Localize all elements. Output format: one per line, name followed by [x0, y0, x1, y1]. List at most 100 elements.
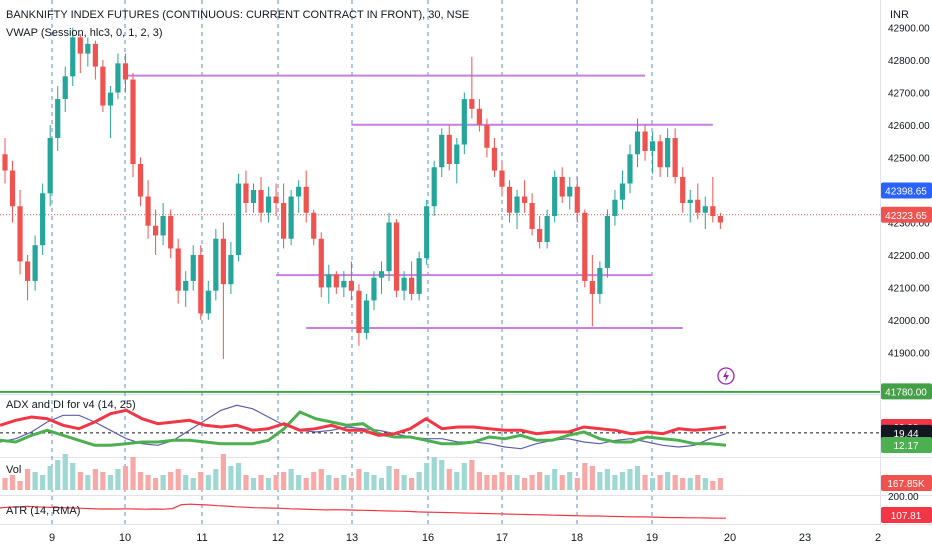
- candle-body: [409, 277, 415, 294]
- candle-body: [24, 261, 31, 281]
- volume-bar: [589, 466, 595, 490]
- candle-body: [2, 154, 8, 171]
- volume-badge: 167.85K: [887, 479, 925, 490]
- candle-body: [634, 131, 641, 155]
- volume-bar: [100, 472, 106, 490]
- volume-bar: [77, 472, 83, 490]
- candle-body: [288, 196, 294, 239]
- volume-bar: [258, 475, 264, 490]
- atr-axis-label: 200.00: [888, 492, 919, 503]
- atr-pane: 200.00: [0, 492, 919, 519]
- candle-body: [265, 196, 272, 213]
- level-lines-layer: [0, 74, 880, 393]
- volume-bar: [265, 478, 272, 490]
- candle-body: [717, 215, 723, 223]
- volume-bar: [190, 478, 196, 490]
- candle-body: [235, 183, 242, 255]
- price-badge-bg: [881, 206, 932, 223]
- volume-bar: [250, 478, 257, 490]
- candle-body: [702, 206, 708, 213]
- candle-body: [168, 215, 174, 249]
- price-tick-label: 42000.00: [888, 316, 930, 327]
- candle-body: [122, 63, 129, 80]
- currency-label: INR: [890, 9, 909, 21]
- volume-pane: [2, 454, 723, 490]
- atr-indicator-label[interactable]: ATR (14, RMA): [6, 505, 81, 517]
- volume-bar: [9, 475, 16, 490]
- volume-bar: [333, 478, 339, 490]
- price-badge: 41780.00: [885, 387, 927, 398]
- volume-bar: [168, 472, 174, 490]
- volume-bar: [687, 478, 693, 490]
- volume-bar: [506, 475, 513, 490]
- volume-bar: [446, 469, 452, 490]
- candle-body: [559, 177, 565, 197]
- candle-body: [476, 108, 482, 126]
- volume-bar: [439, 460, 445, 490]
- time-axis-label: 13: [346, 532, 358, 544]
- volume-bar: [92, 469, 98, 490]
- candle-body: [401, 277, 407, 291]
- candle-body: [491, 147, 498, 171]
- volume-bar: [454, 472, 460, 490]
- candle-body: [130, 79, 136, 165]
- volume-bar: [70, 463, 76, 490]
- candle-body: [589, 280, 595, 294]
- price-badge: 42398.65: [885, 186, 927, 197]
- volume-bar: [612, 475, 618, 490]
- volume-bar: [130, 457, 136, 490]
- price-tick-label: 42700.00: [888, 89, 930, 100]
- candle-body: [619, 183, 626, 200]
- time-axis-label: 17: [496, 532, 508, 544]
- candle-body: [378, 271, 385, 278]
- volume-bar: [281, 472, 287, 490]
- volume-bar: [484, 475, 490, 490]
- adx-indicator-label[interactable]: ADX and DI for v4 (14, 25): [6, 399, 136, 411]
- candle-body: [326, 274, 332, 288]
- volume-bar: [341, 475, 347, 490]
- candle-body: [198, 254, 204, 314]
- volume-bar: [107, 475, 114, 490]
- candle-body: [55, 99, 61, 139]
- volume-bar: [32, 472, 38, 490]
- volume-bar: [409, 478, 415, 490]
- volume-bar: [424, 463, 430, 490]
- volume-indicator-label[interactable]: Vol: [6, 464, 22, 476]
- candles-layer: [2, 27, 735, 385]
- candle-body: [273, 196, 279, 203]
- candle-body: [17, 206, 23, 262]
- adx-badge: 12.17: [893, 441, 918, 452]
- volume-bar: [431, 457, 437, 490]
- candle-body: [213, 238, 219, 291]
- candle-body: [665, 138, 671, 168]
- time-axis: 9 10 11 12 13 16 17 18 19 20 23 2: [49, 532, 881, 544]
- candle-body: [371, 277, 377, 301]
- volume-bar: [672, 475, 678, 490]
- vwap-indicator-label[interactable]: VWAP (Session, hlc3, 0, 1, 2, 3): [6, 27, 163, 39]
- volume-bar: [348, 478, 354, 490]
- price-tick-label: 42200.00: [888, 251, 930, 262]
- time-axis-label: 19: [646, 532, 658, 544]
- candle-body: [341, 280, 347, 288]
- volume-bar: [544, 475, 550, 490]
- time-axis-label: 11: [196, 532, 207, 544]
- volume-bar: [198, 472, 204, 490]
- candle-body: [657, 141, 663, 168]
- time-axis-label: 10: [119, 532, 131, 544]
- volume-bar: [228, 466, 234, 490]
- volume-bar: [153, 478, 159, 490]
- volume-bar: [552, 469, 558, 490]
- candle-body: [183, 280, 189, 291]
- candle-body: [40, 193, 46, 246]
- volume-bar: [461, 463, 467, 490]
- atr-badge-bg: [881, 507, 932, 523]
- candle-body: [47, 138, 53, 194]
- volume-bar: [559, 475, 565, 490]
- candle-body: [416, 258, 422, 294]
- volume-bar: [717, 478, 723, 490]
- time-axis-label: 18: [571, 532, 583, 544]
- volume-bar: [521, 478, 528, 490]
- volume-bar: [17, 481, 23, 490]
